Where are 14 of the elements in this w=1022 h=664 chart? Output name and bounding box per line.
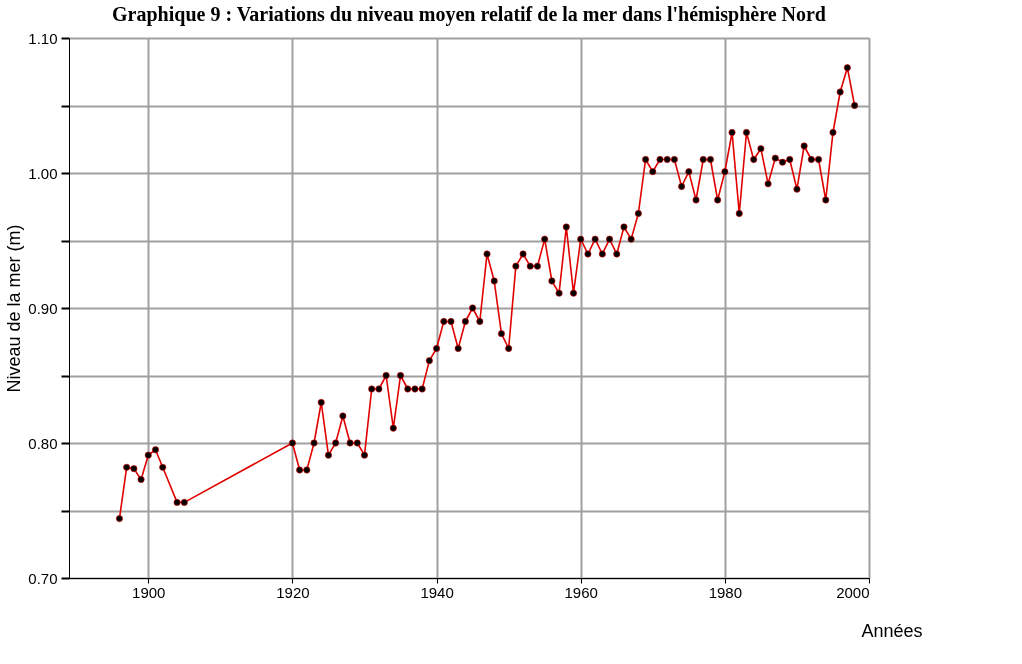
x-tick-label: 1900: [132, 583, 166, 601]
x-tick-label: 1960: [564, 583, 598, 601]
y-tick-label: 1.00: [28, 164, 58, 182]
x-tick-label: 1920: [276, 583, 310, 601]
y-tick-label: 0.70: [28, 569, 58, 587]
x-axis-title: Années: [861, 620, 923, 641]
x-tick-label: 1980: [708, 583, 743, 601]
y-tick-label: 0.80: [28, 434, 58, 452]
chart-title: Graphique 9 : Variations du niveau moyen relatif de la mer dans l'hémisphère Nord: [112, 3, 826, 26]
y-tick-label: 1.10: [28, 29, 58, 47]
x-tick-label: 2000: [836, 583, 870, 601]
y-tick-label: 0.90: [28, 299, 58, 317]
x-tick-label: 1940: [420, 583, 454, 601]
y-axis-title: Niveau de la mer (m): [4, 224, 25, 393]
